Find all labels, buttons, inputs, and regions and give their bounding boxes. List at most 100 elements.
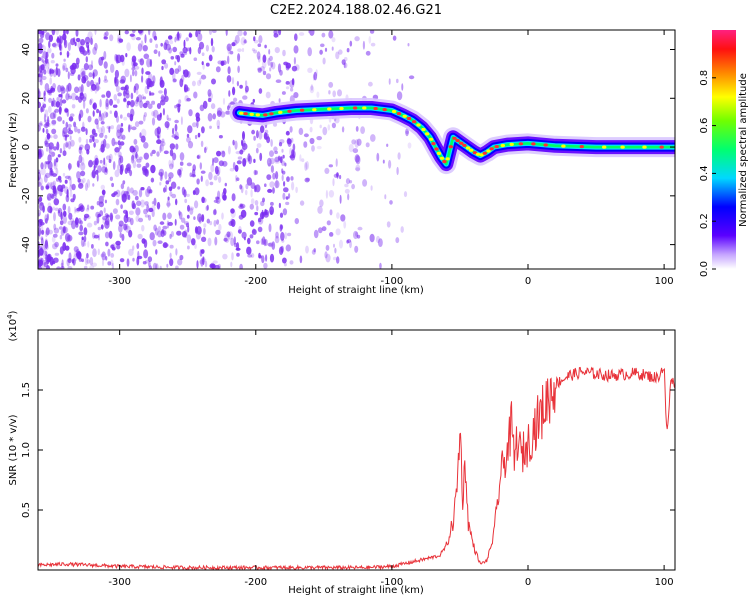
spectrogram-noise-blob	[207, 97, 212, 103]
spectrogram-noise-blob	[167, 221, 173, 226]
spectrogram-noise-blob	[74, 126, 78, 133]
spectrogram-noise-blob	[341, 59, 346, 65]
spectrogram-noise-blob	[114, 69, 119, 79]
spectrogram-noise-blob	[38, 125, 41, 132]
spectrogram-noise-blob	[241, 47, 245, 53]
spectrogram-noise-blob	[89, 265, 95, 269]
spectrogram-noise-blob	[172, 127, 175, 135]
spectrogram-noise-blob	[237, 65, 240, 74]
spectrogram-noise-blob	[169, 233, 172, 239]
spectrogram-ridge-hotspot	[482, 151, 487, 155]
spectrogram-noise-blob	[57, 116, 63, 122]
spectrogram-ridge-hotspot	[287, 109, 292, 113]
spectrogram-noise-blob	[205, 62, 210, 67]
spectrogram-noise-blob	[136, 158, 142, 163]
spectrogram-noise-blob	[122, 180, 126, 185]
spectrogram-noise-blob	[400, 226, 404, 233]
spectrogram-noise-blob	[129, 74, 132, 83]
spectrogram-ridge-hotspot	[494, 145, 499, 149]
spectrogram-noise-blob	[215, 196, 220, 200]
spectrogram-noise-blob	[150, 164, 156, 174]
spectrogram-noise-blob	[230, 101, 235, 105]
spectrogram-noise-blob	[154, 227, 159, 236]
spectrogram-noise-blob	[243, 40, 248, 44]
spectrogram-noise-blob	[405, 130, 409, 135]
spectrogram-noise-blob	[271, 241, 276, 250]
spectrogram-noise-blob	[251, 229, 257, 235]
spectrogram-noise-blob	[140, 40, 144, 48]
spectrogram-noise-blob	[163, 187, 166, 193]
spectrogram-ridge-hotspot	[579, 145, 584, 149]
spectrogram-noise-blob	[235, 175, 238, 183]
spectrogram-noise-blob	[275, 79, 282, 83]
spectrogram-noise-blob	[324, 47, 328, 52]
spectrogram-noise-blob	[186, 97, 191, 102]
spectrogram-noise-blob	[191, 238, 196, 246]
spectrogram-noise-blob	[206, 204, 209, 211]
spectrogram-noise-blob	[51, 119, 57, 125]
spectrogram-noise-blob	[355, 125, 359, 132]
spectrogram-noise-blob	[104, 75, 107, 81]
spectrogram-noise-blob	[307, 67, 313, 74]
spectrogram-ridge-hotspot	[269, 112, 274, 116]
spectrogram-noise-blob	[169, 163, 174, 170]
snr-x-tick-label: 100	[655, 577, 674, 588]
spectrogram-noise-blob	[76, 207, 81, 212]
spectrogram-noise-blob	[126, 258, 130, 267]
spectrogram-noise-blob	[38, 90, 42, 98]
spectrogram-noise-blob	[78, 45, 85, 53]
spectrogram-noise-blob	[138, 189, 143, 198]
spectrogram-noise-blob	[332, 90, 337, 98]
spectrogram-noise-blob	[281, 91, 286, 95]
spectrogram-noise-blob	[331, 122, 336, 129]
spectrogram-noise-blob	[42, 44, 45, 48]
spectrogram-noise-blob	[224, 182, 227, 187]
spectrogram-noise-blob	[196, 154, 202, 160]
spectrogram-noise-blob	[166, 202, 171, 207]
spectrogram-noise-blob	[174, 61, 177, 66]
spectrogram-y-ticks: 40 20 0 -20 -40	[21, 43, 675, 253]
spectrogram-noise-blob	[213, 220, 217, 227]
spectrogram-noise-blob	[123, 223, 127, 231]
spectrogram-noise-blob	[138, 30, 143, 34]
spectrogram-noise-blob	[39, 121, 43, 126]
spectrogram-noise-blob	[279, 212, 284, 218]
spectrogram-noise-blob	[200, 140, 204, 147]
spectrogram-noise-blob	[238, 226, 242, 235]
spectrogram-noise-blob	[158, 172, 163, 176]
spectrogram-noise-blob	[98, 56, 104, 66]
spectrogram-noise-blob	[128, 124, 132, 130]
spectrogram-noise-blob	[136, 200, 142, 207]
spectrogram-ridge-hotspot	[442, 160, 447, 164]
spectrogram-noise-blob	[201, 214, 205, 223]
spectrogram-noise-blob	[210, 164, 215, 173]
spectrogram-ridge-hotspot	[431, 142, 436, 146]
spectrogram-noise-blob	[168, 186, 173, 192]
spectrogram-noise-blob	[38, 42, 43, 51]
spectrogram-noise-blob	[205, 205, 209, 211]
spectrogram-noise-blob	[256, 205, 259, 212]
spectrogram-noise-blob	[147, 103, 153, 110]
spectrogram-noise-blob	[133, 85, 136, 94]
spectrogram-noise-blob	[370, 134, 376, 142]
spectrogram-noise-blob	[303, 141, 308, 148]
spectrogram-noise-blob	[280, 245, 284, 253]
spectrogram-noise-blob	[405, 128, 409, 137]
spectrogram-noise-blob	[268, 223, 272, 233]
spectrogram-noise-blob	[135, 37, 141, 41]
spectrogram-noise-blob	[90, 36, 93, 45]
spectrogram-noise-blob	[309, 137, 315, 145]
spectrogram-noise-blob	[256, 51, 261, 60]
spectrogram-noise-blob	[147, 214, 152, 221]
spectrogram-noise-blob	[103, 111, 108, 119]
spectrogram-noise-blob	[133, 65, 140, 70]
spectrogram-noise-blob	[237, 156, 243, 160]
spectrogram-noise-blob	[256, 143, 262, 148]
spectrogram-noise-blob	[91, 128, 96, 135]
spectrogram-noise-blob	[143, 249, 149, 259]
spectrogram-noise-blob	[64, 179, 68, 184]
spectrogram-noise-blob	[270, 139, 273, 147]
spectrogram-noise-blob	[80, 170, 86, 177]
colorbar-tick-label: 0.4	[699, 165, 710, 181]
spectrogram-noise-blob	[286, 176, 290, 182]
